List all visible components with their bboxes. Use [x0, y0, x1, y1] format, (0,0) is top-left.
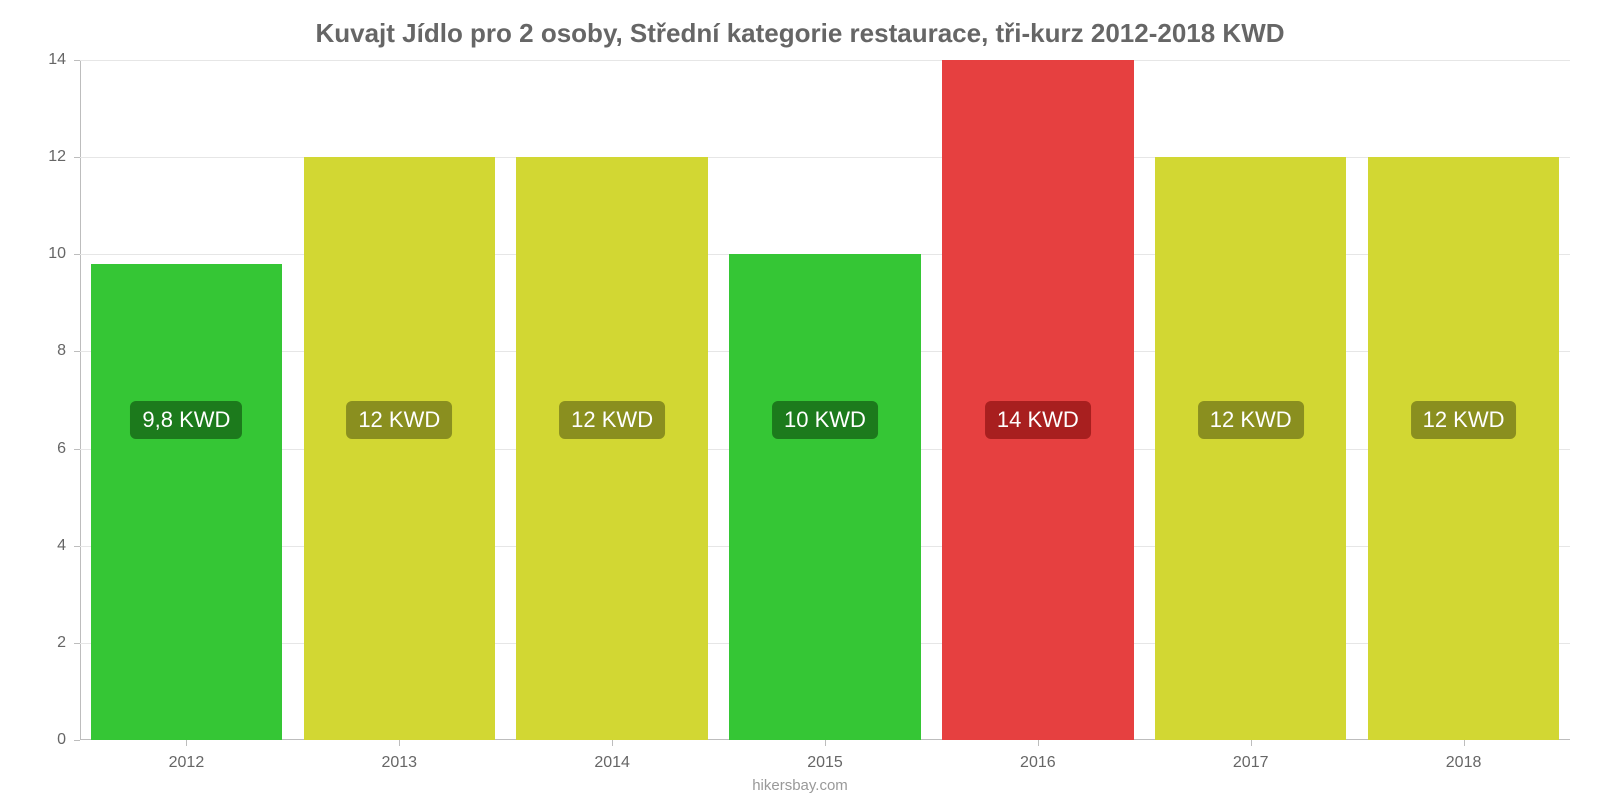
bar [516, 157, 708, 740]
y-tick-mark [74, 254, 80, 255]
x-tick-label: 2014 [594, 754, 630, 772]
bar-value-label: 14 KWD [985, 401, 1091, 439]
y-tick-mark [74, 546, 80, 547]
y-tick-label: 0 [57, 731, 66, 749]
y-tick-label: 6 [57, 440, 66, 458]
gridline [80, 60, 1570, 61]
y-tick-mark [74, 351, 80, 352]
bar-value-label: 12 KWD [1198, 401, 1304, 439]
bar [91, 264, 283, 740]
bar [1368, 157, 1560, 740]
bar-value-label: 12 KWD [1411, 401, 1517, 439]
y-axis: 02468101214 [0, 60, 80, 740]
chart-title: Kuvajt Jídlo pro 2 osoby, Střední katego… [0, 18, 1600, 49]
chart-footer: hikersbay.com [0, 777, 1600, 794]
x-tick-label: 2018 [1446, 754, 1482, 772]
y-tick-mark [74, 643, 80, 644]
y-tick-label: 4 [57, 537, 66, 555]
bar [304, 157, 496, 740]
plot-area: 9,8 KWD 12 KWD 12 KWD 10 KWD 14 KWD 12 KWD 12 … [80, 60, 1570, 740]
y-tick-label: 12 [48, 148, 66, 166]
y-tick-label: 2 [57, 634, 66, 652]
x-tick-label: 2012 [169, 754, 205, 772]
y-tick-mark [74, 157, 80, 158]
x-axis: 2012 2013 2014 2015 2016 2017 2018 [80, 740, 1570, 770]
y-tick-label: 10 [48, 245, 66, 263]
y-tick-mark [74, 449, 80, 450]
bar-value-label: 12 KWD [346, 401, 452, 439]
chart-container: Kuvajt Jídlo pro 2 osoby, Střední katego… [0, 0, 1600, 800]
bar-value-label: 9,8 KWD [130, 401, 242, 439]
bar [1155, 157, 1347, 740]
y-axis-line [80, 60, 81, 740]
x-tick-label: 2015 [807, 754, 843, 772]
bar [729, 254, 921, 740]
bar-value-label: 12 KWD [559, 401, 665, 439]
x-tick-label: 2017 [1233, 754, 1269, 772]
bar [942, 60, 1134, 740]
y-tick-mark [74, 60, 80, 61]
y-tick-label: 14 [48, 51, 66, 69]
x-tick-label: 2016 [1020, 754, 1056, 772]
bar-value-label: 10 KWD [772, 401, 878, 439]
y-tick-label: 8 [57, 342, 66, 360]
x-tick-label: 2013 [381, 754, 417, 772]
